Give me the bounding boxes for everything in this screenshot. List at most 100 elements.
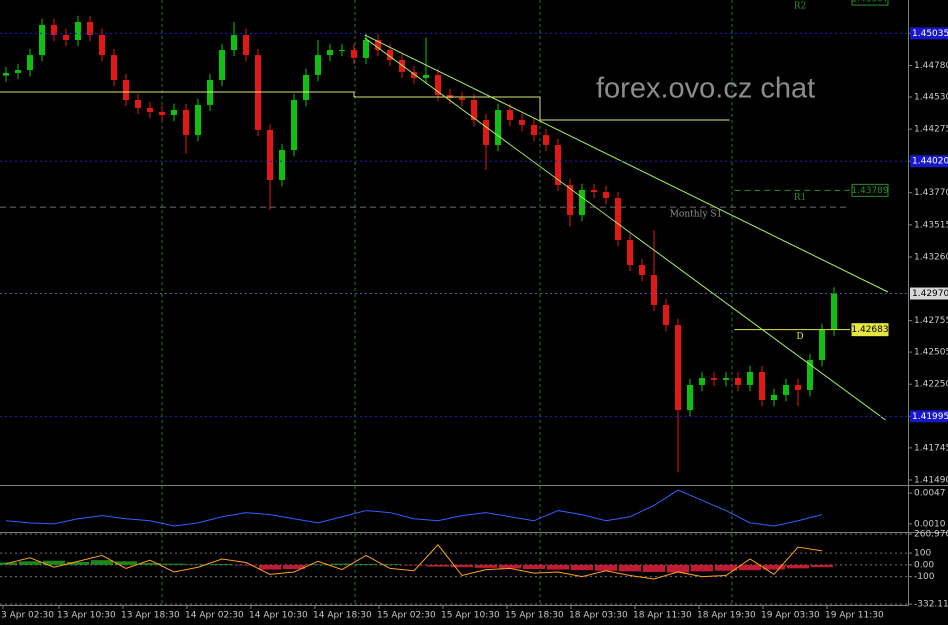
histogram-bar (787, 564, 809, 569)
candle-body (615, 198, 621, 240)
histogram-bar (763, 564, 785, 570)
candle-body (387, 50, 393, 60)
candle-body (267, 130, 273, 181)
candle-body (675, 325, 681, 411)
x-tick-label: 3 Apr 02:30 (1, 611, 54, 621)
candle-body (639, 265, 645, 276)
trend-line (364, 34, 889, 293)
y-tick-label: 1.43770 (914, 188, 948, 198)
level-name: R1 (794, 193, 807, 203)
candle-body (303, 74, 309, 101)
y-tick-label: 1.44780 (914, 61, 948, 71)
candle-body (555, 144, 561, 185)
candle-body (831, 293, 837, 330)
candle-body (795, 384, 801, 391)
candle-body (63, 35, 69, 40)
candle-body (171, 109, 177, 116)
candle-body (411, 71, 417, 78)
candle-body (363, 39, 369, 58)
candle-body (483, 120, 489, 145)
axis-tag-box (910, 155, 948, 168)
candle-body (531, 124, 537, 136)
histogram-bar (67, 561, 89, 565)
candle-body (327, 50, 333, 56)
candle-body (759, 372, 765, 400)
candle-body (591, 189, 597, 192)
candle-body (87, 22, 93, 36)
y-tick-label: 1.44530 (914, 93, 948, 103)
y-tick-label: 100 (914, 549, 931, 559)
histogram-bar (595, 564, 617, 571)
axis-tag-box (910, 27, 948, 40)
candle-body (315, 55, 321, 75)
axis-tag-box (910, 410, 948, 423)
candle-body (207, 79, 213, 105)
y-tick-label: 1.42250 (914, 380, 948, 390)
histogram-bar (19, 561, 41, 565)
histogram-bar (547, 564, 569, 570)
y-tick-label: 0.0047 (914, 489, 946, 499)
level-tag: 1.43789 (851, 186, 888, 196)
histogram-bar (43, 560, 65, 565)
histogram-bar (379, 564, 401, 565)
candle-body (819, 329, 825, 361)
histogram-bar (451, 564, 473, 568)
histogram-bar (643, 564, 665, 572)
x-tick-label: 14 Apr 02:30 (185, 611, 244, 621)
x-tick-label: 18 Apr 11:30 (633, 611, 692, 621)
histogram-bar (0, 562, 17, 565)
candle-body (183, 109, 189, 136)
candle-body (279, 150, 285, 181)
candle-body (459, 98, 465, 101)
axis-tag: 1.41995 (912, 412, 948, 422)
x-tick-label: 13 Apr 18:30 (121, 611, 180, 621)
candle-body (471, 100, 477, 121)
y-tick-label: -100 (914, 572, 935, 582)
level-tag: 1.42683 (851, 325, 888, 335)
candle-body (135, 100, 141, 108)
histogram-bar (403, 564, 425, 566)
axis-tag: 1.44020 (912, 157, 948, 167)
candle-body (771, 394, 777, 400)
candle-body (219, 50, 225, 80)
x-tick-label: 15 Apr 02:30 (377, 611, 436, 621)
candle-body (399, 59, 405, 72)
x-tick-label: 19 Apr 03:30 (761, 611, 820, 621)
axis-tag-box (910, 287, 948, 300)
indicator-line (5, 489, 823, 527)
x-tick-label: 14 Apr 10:30 (249, 611, 308, 621)
y-tick-label: 1.43260 (914, 252, 948, 262)
axis-tag: 1.42970 (912, 289, 948, 299)
histogram-bar (739, 564, 761, 571)
histogram-bar (715, 564, 737, 571)
histogram-bar (187, 564, 209, 565)
y-tick-label: 260.970 (914, 530, 948, 540)
y-tick-label: 1.42505 (914, 348, 948, 358)
y-tick-label: 1.41745 (914, 443, 948, 453)
candle-body (735, 378, 741, 385)
y-tick-label: 1.43515 (914, 220, 948, 230)
y-tick-label: 0.00 (914, 560, 934, 570)
candle-body (39, 24, 45, 56)
candle-body (159, 111, 165, 116)
histogram-bar (691, 564, 713, 572)
histogram-bar (427, 564, 449, 567)
x-tick-label: 18 Apr 03:30 (569, 611, 628, 621)
x-tick-label: 14 Apr 18:30 (313, 611, 372, 621)
candle-body (291, 100, 297, 151)
histogram-bar (283, 564, 305, 569)
indicator-line (5, 544, 823, 580)
day-separators (161, 0, 733, 605)
histogram-bar (499, 564, 521, 569)
level-tag-box (851, 323, 889, 337)
candle-body (567, 184, 573, 216)
candle-body (807, 360, 813, 391)
histogram-bar (523, 564, 545, 569)
candle-body (3, 72, 9, 76)
candle-body (243, 35, 249, 56)
histogram-bar (571, 564, 593, 571)
histogram-bar (811, 564, 833, 568)
candle-body (351, 50, 357, 58)
histogram-bar (475, 564, 497, 568)
